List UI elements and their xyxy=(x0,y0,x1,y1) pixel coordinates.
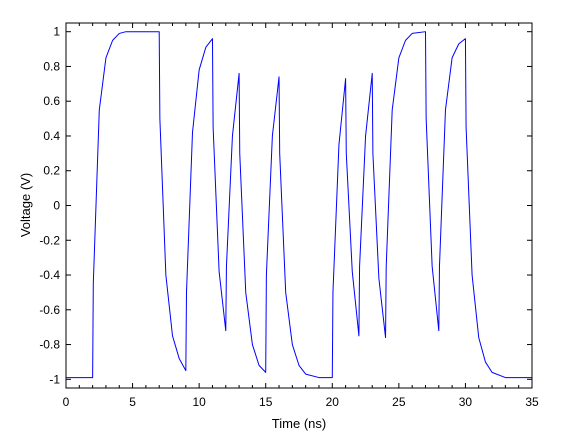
y-tick-label: 1 xyxy=(53,25,60,39)
y-tick-label: -0.6 xyxy=(39,303,60,317)
x-tick-label: 25 xyxy=(392,395,406,409)
x-tick-label: 5 xyxy=(129,395,136,409)
y-tick-label: 0.6 xyxy=(43,94,60,108)
x-tick-label: 10 xyxy=(192,395,206,409)
x-axis-label: Time (ns) xyxy=(272,416,326,431)
y-tick-label: -1 xyxy=(49,372,60,386)
x-tick-label: 35 xyxy=(525,395,539,409)
y-tick-label: -0.8 xyxy=(39,338,60,352)
y-tick-label: 0.2 xyxy=(43,164,60,178)
y-tick-label: 0.4 xyxy=(43,129,60,143)
y-tick-label: -0.4 xyxy=(39,268,60,282)
x-tick-label: 30 xyxy=(459,395,473,409)
y-tick-label: 0 xyxy=(53,199,60,213)
x-tick-label: 15 xyxy=(259,395,273,409)
y-tick-label: -0.2 xyxy=(39,233,60,247)
x-tick-label: 20 xyxy=(326,395,340,409)
x-tick-label: 0 xyxy=(63,395,70,409)
y-tick-label: 0.8 xyxy=(43,59,60,73)
y-axis-label: Voltage (V) xyxy=(18,173,33,237)
